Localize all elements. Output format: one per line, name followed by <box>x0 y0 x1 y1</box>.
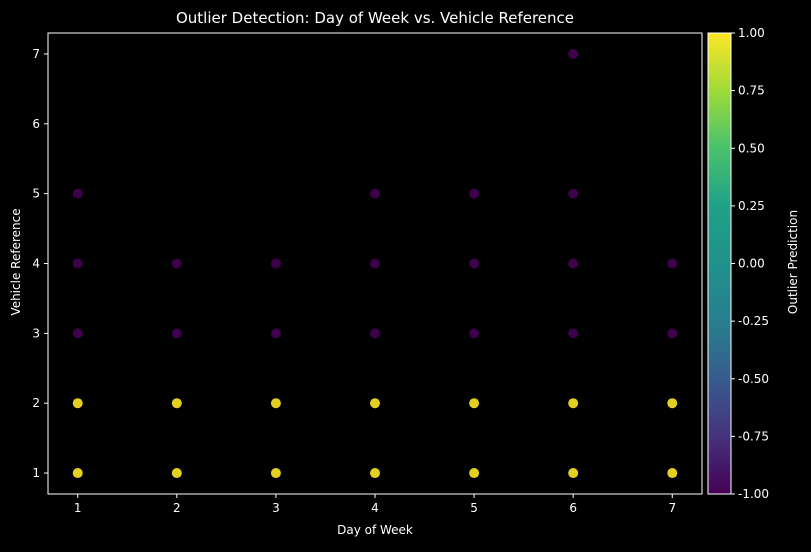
outlier-point <box>171 258 182 269</box>
colorbar-ticks: -1.00 -0.75 -0.50 -0.25 0.00 0.25 0.50 0.75 1.00 <box>731 26 769 501</box>
inlier-point <box>171 468 182 479</box>
outlier-point <box>667 258 678 269</box>
inlier-point <box>270 398 281 409</box>
colorbar-tick-label: -0.75 <box>738 429 769 443</box>
outlier-point <box>171 328 182 339</box>
colorbar-tick-label: 0.75 <box>738 84 765 98</box>
colorbar-tick-label: 0.00 <box>738 257 765 271</box>
outlier-point <box>72 258 83 269</box>
outlier-point <box>72 328 83 339</box>
colorbar-tick-label: 0.50 <box>738 141 765 155</box>
x-tick-label: 6 <box>569 501 577 515</box>
y-tick-label: 4 <box>32 257 40 271</box>
x-tick-label: 5 <box>470 501 478 515</box>
x-tick-label: 1 <box>74 501 82 515</box>
colorbar-tick-label: 1.00 <box>738 26 765 40</box>
outlier-point <box>270 258 281 269</box>
outlier-point <box>469 188 480 199</box>
inlier-point <box>72 398 83 409</box>
inlier-point <box>469 398 480 409</box>
colorbar-tick-label: -0.25 <box>738 314 769 328</box>
outlier-point <box>469 258 480 269</box>
y-tick-label: 7 <box>32 47 40 61</box>
inlier-point <box>667 468 678 479</box>
y-tick-label: 6 <box>32 117 40 131</box>
inlier-point <box>568 468 579 479</box>
x-tick-label: 2 <box>173 501 181 515</box>
inlier-point <box>72 468 83 479</box>
inlier-point <box>568 398 579 409</box>
outlier-point <box>72 188 83 199</box>
outlier-point <box>469 328 480 339</box>
plot-area: 1 2 3 4 5 6 7 1 2 3 4 5 6 7 <box>32 32 703 515</box>
outlier-point <box>568 48 579 59</box>
y-tick-label: 2 <box>32 396 40 410</box>
inlier-point <box>667 398 678 409</box>
x-tick-label: 4 <box>371 501 379 515</box>
y-axis-label: Vehicle Reference <box>9 208 23 315</box>
chart-title: Outlier Detection: Day of Week vs. Vehic… <box>176 9 574 27</box>
outlier-point <box>667 328 678 339</box>
outlier-point <box>370 328 380 339</box>
x-tick-label: 7 <box>668 501 676 515</box>
outlier-point <box>568 188 579 199</box>
outlier-point <box>270 328 281 339</box>
outlier-point <box>370 188 380 199</box>
x-axis-label: Day of Week <box>337 523 413 537</box>
outlier-point <box>370 258 380 269</box>
inlier-point <box>171 398 182 409</box>
inlier-point <box>370 468 380 479</box>
colorbar-tick-label: -0.50 <box>738 372 769 386</box>
y-tick-label: 3 <box>32 326 40 340</box>
inlier-point <box>370 398 380 409</box>
colorbar-label: Outlier Prediction <box>786 210 800 314</box>
y-tick-label: 5 <box>32 187 40 201</box>
outlier-point <box>568 258 579 269</box>
colorbar-gradient <box>707 32 732 495</box>
colorbar-tick-label: -1.00 <box>738 487 769 501</box>
y-tick-label: 1 <box>32 466 40 480</box>
outlier-point <box>568 328 579 339</box>
colorbar-tick-label: 0.25 <box>738 199 765 213</box>
colorbar: -1.00 -0.75 -0.50 -0.25 0.00 0.25 0.50 0.75 1.00… <box>707 26 800 501</box>
inlier-point <box>469 468 480 479</box>
x-tick-label: 3 <box>272 501 280 515</box>
inlier-point <box>270 468 281 479</box>
